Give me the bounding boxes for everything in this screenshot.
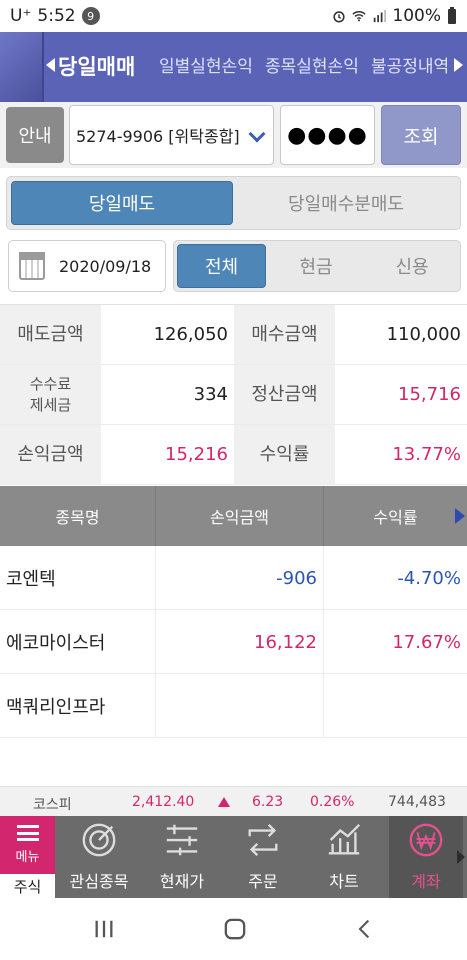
stock-name: 코엔텍 — [0, 546, 156, 610]
index-volume: 744,483 — [388, 794, 446, 810]
segment-today-sell[interactable]: 당일매도 — [11, 181, 233, 225]
nav-current-price[interactable]: 현재가 — [145, 816, 219, 898]
index-change: 6.23 — [252, 794, 284, 810]
chart-icon — [324, 820, 364, 860]
status-bar: U⁺ 5:52 9 100% — [0, 0, 467, 32]
nav-watchlist-label: 관심종목 — [69, 872, 129, 891]
filter-cash[interactable]: 현금 — [299, 257, 333, 278]
column-header-name: 종목명 — [0, 486, 156, 546]
fee-tax-value: 334 — [101, 365, 234, 425]
battery-icon — [448, 7, 456, 24]
buy-amount-label: 매수금액 — [234, 305, 335, 365]
index-ticker[interactable]: 코스피 2,412.40 6.23 0.26% 744,483 — [0, 786, 467, 816]
stock-pl: -906 — [156, 546, 324, 610]
query-button[interactable]: 조회 — [381, 105, 461, 165]
settle-amount-label: 정산금액 — [234, 365, 335, 425]
carrier-label: U⁺ — [10, 6, 32, 26]
clock: 5:52 — [37, 6, 76, 26]
trade-type-segment: 당일매도 당일매수분매도 — [6, 176, 461, 230]
notification-badge: 9 — [81, 7, 100, 25]
tab-today-trade[interactable]: 당일매매 — [58, 55, 136, 79]
password-field[interactable]: ●●●● — [280, 105, 375, 165]
tax-label: 제세금 — [29, 395, 72, 414]
sell-amount-value: 126,050 — [101, 305, 234, 365]
nav-watchlist[interactable]: 관심종목 — [62, 816, 136, 898]
back-icon[interactable] — [355, 916, 375, 942]
recent-apps-icon[interactable] — [92, 916, 116, 942]
current-price-icon — [162, 820, 202, 860]
stock-rate: -4.70% — [397, 567, 461, 589]
nav-chart[interactable]: 차트 — [307, 816, 381, 898]
menu-label: 메뉴 — [15, 850, 40, 865]
account-select-value: 5274-9906 [위탁종합] — [76, 127, 240, 146]
nav-account-label: 계좌 — [411, 872, 441, 891]
return-rate-value: 13.77% — [335, 425, 467, 485]
guide-button[interactable]: 안내 — [6, 107, 64, 163]
stock-name: 맥쿼리인프라 — [0, 674, 156, 738]
stock-pl: 16,122 — [156, 610, 324, 674]
stock-pl — [156, 674, 324, 738]
column-header-rate: 수익률 — [373, 508, 418, 527]
watchlist-icon — [79, 820, 119, 860]
segment-today-buy-sell[interactable]: 당일매수분매도 — [288, 194, 404, 215]
filter-all[interactable]: 전체 — [177, 244, 266, 288]
hamburger-icon — [16, 825, 39, 841]
tab-unfair-history[interactable]: 불공정내역 — [371, 57, 450, 77]
system-nav-bar — [0, 898, 467, 960]
index-value: 2,412.40 — [132, 794, 195, 810]
nav-order-label: 주문 — [248, 872, 278, 891]
tab-scroll-right-icon[interactable] — [454, 58, 463, 72]
account-row: 안내 5274-9906 [위탁종합] ●●●● 조회 — [0, 102, 467, 168]
fee-label: 수수료 — [29, 374, 72, 393]
home-icon[interactable] — [222, 916, 248, 942]
index-change-pct: 0.26% — [310, 794, 355, 810]
buy-amount-value: 110,000 — [335, 305, 467, 365]
up-triangle-icon — [218, 797, 230, 807]
chevron-down-icon — [248, 125, 266, 143]
stock-label[interactable]: 주식 — [0, 874, 55, 898]
tab-scroll-left-icon[interactable] — [46, 58, 55, 72]
column-scroll-right-icon[interactable] — [455, 508, 465, 524]
wifi-icon — [352, 11, 367, 22]
nav-scroll-right-icon[interactable] — [457, 850, 465, 864]
order-icon — [243, 820, 283, 860]
settle-amount-value: 15,716 — [335, 365, 467, 425]
table-row[interactable]: 코엔텍 -906 -4.70% — [0, 546, 467, 610]
tab-daily-realized-pl[interactable]: 일별실현손익 — [159, 57, 253, 77]
date-value: 2020/09/18 — [59, 256, 152, 276]
column-header-pl: 손익금액 — [156, 486, 324, 546]
battery-level: 100% — [392, 6, 441, 26]
signal-icon — [374, 9, 387, 23]
summary-grid: 매도금액 126,050 매수금액 110,000 수수료 제세금 334 정산… — [0, 304, 467, 485]
date-picker[interactable]: 2020/09/18 — [8, 240, 166, 292]
index-name: 코스피 — [33, 797, 72, 813]
nav-order[interactable]: 주문 — [226, 816, 300, 898]
account-select[interactable]: 5274-9906 [위탁종합] — [69, 105, 274, 165]
nav-current-price-label: 현재가 — [159, 872, 205, 891]
back-corner[interactable] — [0, 32, 44, 102]
fee-tax-label: 수수료 제세금 — [0, 365, 101, 425]
stock-name: 에코마이스터 — [0, 610, 156, 674]
bottom-nav: 메뉴 주식 관심종목 현재가 주문 차트 계좌 — [0, 816, 467, 898]
pl-amount-value: 15,216 — [101, 425, 234, 485]
top-tab-bar: 당일매매 일별실현손익 종목실현손익 불공정내역 — [0, 32, 467, 102]
stock-rate: 17.67% — [392, 631, 461, 653]
menu-button[interactable]: 메뉴 — [0, 816, 55, 874]
credit-filter: 전체 현금 신용 — [173, 240, 461, 292]
account-won-icon — [406, 820, 446, 860]
stock-rate — [324, 674, 467, 738]
pl-amount-label: 손익금액 — [0, 425, 101, 485]
calendar-icon — [19, 252, 45, 280]
table-row[interactable]: 맥쿼리인프라 — [0, 674, 467, 738]
return-rate-label: 수익률 — [234, 425, 335, 485]
tab-stock-realized-pl[interactable]: 종목실현손익 — [265, 57, 359, 77]
nav-account[interactable]: 계좌 — [389, 816, 463, 898]
alarm-icon — [333, 11, 345, 23]
table-header: 종목명 손익금액 수익률 — [0, 486, 467, 546]
table-row[interactable]: 에코마이스터 16,122 17.67% — [0, 610, 467, 674]
filter-credit[interactable]: 신용 — [395, 257, 429, 278]
sell-amount-label: 매도금액 — [0, 305, 101, 365]
nav-chart-label: 차트 — [329, 872, 359, 891]
